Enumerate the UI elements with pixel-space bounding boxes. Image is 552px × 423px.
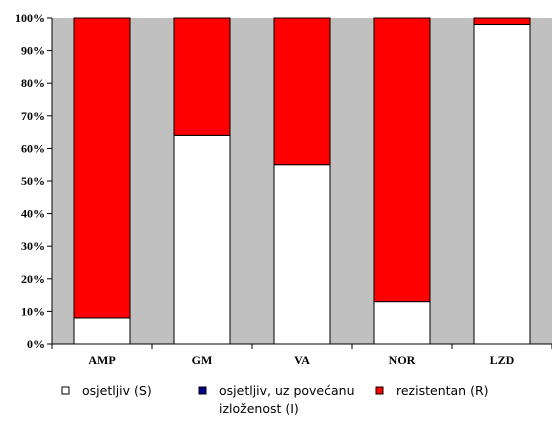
plot-area [52, 17, 552, 345]
bar-va-osjetljiv-s [273, 164, 331, 345]
legend-swatch-rezistentan-r [375, 386, 384, 395]
bar-gm-rezistentan-r [173, 17, 231, 136]
y-tick-label: 50% [21, 174, 45, 188]
bar-amp-rezistentan-r [73, 17, 131, 319]
x-tick-label-va: VA [294, 353, 310, 367]
y-tick-label: 70% [21, 109, 45, 123]
y-tick-label: 20% [21, 272, 45, 286]
bar-gm-osjetljiv-s [173, 134, 231, 345]
x-axis: AMP GM VA NOR LZD [51, 343, 552, 367]
legend-label-rezistentan-r: rezistentan (R) [396, 383, 489, 398]
bar-nor-osjetljiv-s [373, 301, 431, 345]
legend-swatch-osjetljiv-uz-povecanu-izlozenost-i [198, 386, 207, 395]
y-tick-label: 10% [21, 304, 45, 318]
y-tick-label: 30% [21, 239, 45, 253]
x-tick-label-amp: AMP [88, 353, 115, 367]
y-tick-label: 90% [21, 44, 45, 58]
y-tick-label: 40% [21, 207, 45, 221]
y-tick-label: 100% [15, 11, 45, 25]
bar-va-rezistentan-r [273, 17, 331, 166]
bar-amp-osjetljiv-s [73, 317, 131, 345]
legend-label-osjetljiv-uz-povecanu-izlozenost-i: osjetljiv, uz povećanu [219, 383, 355, 398]
y-tick-label: 60% [21, 141, 45, 155]
legend-swatch-osjetljiv-s [61, 386, 70, 395]
y-axis: 0% 10% 20% 30% 40% 50% 60% 70% 80% 90% 100% [15, 11, 53, 351]
y-tick-label: 80% [21, 76, 45, 90]
bar-lzd-rezistentan-r [473, 17, 531, 26]
x-tick-label-lzd: LZD [490, 353, 515, 367]
x-tick-label-nor: NOR [389, 353, 416, 367]
legend: osjetljiv (S) osjetljiv, uz povećanu izlož… [61, 383, 489, 416]
legend-label-osjetljiv-uz-povecanu-izlozenost-i-line-2: izloženost (I) [219, 401, 299, 416]
bar-lzd-osjetljiv-s [473, 24, 531, 345]
y-tick-label: 0% [27, 337, 45, 351]
legend-label-osjetljiv-s: osjetljiv (S) [82, 383, 152, 398]
bar-nor-rezistentan-r [373, 17, 431, 303]
x-tick-label-gm: GM [192, 353, 213, 367]
